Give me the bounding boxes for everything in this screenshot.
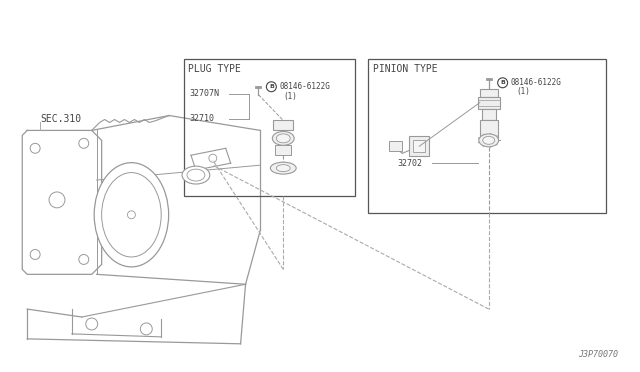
Ellipse shape [276,134,290,143]
Bar [275,145,291,155]
Ellipse shape [479,134,499,147]
Text: 32710: 32710 [189,114,214,123]
Bar [390,141,403,151]
Text: (1): (1) [516,87,531,96]
Circle shape [498,78,508,88]
Text: 32707N: 32707N [189,89,219,98]
Text: PINION TYPE: PINION TYPE [372,64,437,74]
Text: (1): (1) [284,92,297,101]
Text: B: B [500,80,505,85]
Bar [410,137,429,156]
Bar [478,97,500,109]
Text: B: B [269,84,274,89]
Text: PLUG TYPE: PLUG TYPE [188,64,241,74]
Ellipse shape [483,137,495,144]
Text: 08146-6122G: 08146-6122G [511,78,561,87]
Ellipse shape [273,131,294,145]
Bar [273,121,293,131]
Ellipse shape [270,162,296,174]
Text: SEC.310: SEC.310 [40,113,81,124]
Circle shape [266,82,276,92]
Bar [367,59,606,213]
Bar [480,89,498,97]
Text: J3P70070: J3P70070 [578,350,618,359]
Bar [482,109,495,121]
Bar [184,59,355,196]
Ellipse shape [182,166,210,184]
Text: 32702: 32702 [397,159,422,168]
Bar [480,121,498,138]
Ellipse shape [94,163,168,267]
Text: 08146-6122G: 08146-6122G [279,82,330,91]
Bar [413,140,425,152]
Ellipse shape [276,165,290,171]
